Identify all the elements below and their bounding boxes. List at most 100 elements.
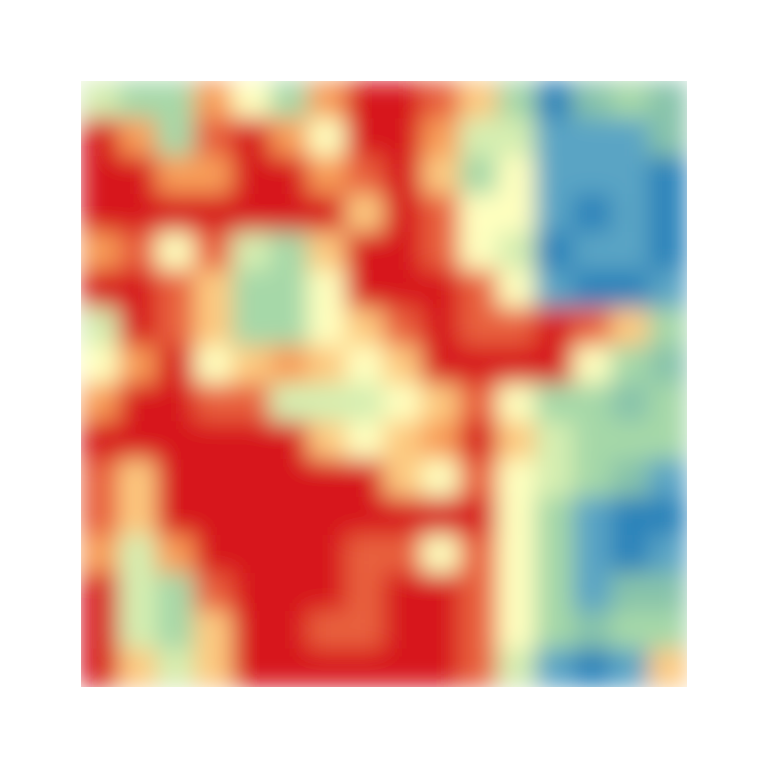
heatmap-cell [497, 232, 536, 271]
heatmap-cell [156, 421, 196, 461]
heatmap-cell [345, 81, 385, 120]
heatmap-cell [307, 269, 347, 309]
heatmap-cell [648, 118, 687, 158]
heatmap-cell [194, 81, 233, 120]
heatmap-cell [232, 383, 271, 423]
heatmap-cell [648, 307, 687, 347]
heatmap-cell [648, 156, 687, 196]
heatmap-cell [118, 572, 158, 612]
heatmap-cell [81, 269, 120, 309]
heatmap-cell [269, 459, 309, 499]
heatmap-cell [232, 269, 271, 309]
heatmap-cell [156, 307, 196, 347]
heatmap-cell [648, 572, 687, 612]
heatmap-cell [269, 610, 309, 650]
heatmap-cell [269, 156, 309, 196]
heatmap-cell [383, 497, 423, 536]
heatmap-cell [269, 383, 309, 423]
heatmap-cell [572, 497, 612, 536]
heatmap-cell [307, 81, 347, 120]
heatmap-cell [572, 345, 612, 385]
heatmap-cell [459, 497, 499, 536]
heatmap-cell [610, 307, 650, 347]
heatmap-cell [194, 535, 233, 574]
heatmap-cell [194, 421, 233, 461]
heatmap-cell [194, 118, 233, 158]
heatmap-cell [497, 383, 536, 423]
heatmap-cell [497, 194, 536, 233]
heatmap-cell [118, 459, 158, 499]
heatmap-cell [535, 156, 574, 196]
heatmap-cell [345, 345, 385, 385]
heatmap-cell [648, 232, 687, 271]
heatmap-cell [81, 535, 120, 574]
heatmap-cell [81, 459, 120, 499]
heatmap-cell [269, 572, 309, 612]
heatmap-cell [307, 118, 347, 158]
heatmap-cell [345, 610, 385, 650]
heatmap-cell [194, 497, 233, 536]
heatmap-cell [572, 421, 612, 461]
heatmap-cell [421, 497, 461, 536]
heatmap-cell [535, 118, 574, 158]
heatmap-cell [307, 307, 347, 347]
heatmap-cell [459, 232, 499, 271]
heatmap-cell [421, 345, 461, 385]
heatmap-cell [345, 269, 385, 309]
heatmap-cell [610, 497, 650, 536]
heatmap-cell [156, 648, 196, 687]
heatmap-cell [610, 81, 650, 120]
heatmap-cell [572, 459, 612, 499]
heatmap-cell [118, 610, 158, 650]
heatmap-cell [118, 194, 158, 233]
heatmap-cell [81, 232, 120, 271]
heatmap-cell [156, 269, 196, 309]
plot-area [81, 81, 687, 687]
heatmap-cell [81, 118, 120, 158]
heatmap-cell [421, 421, 461, 461]
heatmap-cell [156, 572, 196, 612]
heatmap-cell [572, 194, 612, 233]
heatmap-cell [572, 383, 612, 423]
heatmap-cell [459, 610, 499, 650]
heatmap-cell [156, 610, 196, 650]
heatmap-cell [81, 307, 120, 347]
heatmap-cell [269, 118, 309, 158]
heatmap-cell [610, 383, 650, 423]
heatmap-cell [572, 269, 612, 309]
heatmap-cell [535, 269, 574, 309]
heatmap-cell [383, 572, 423, 612]
heatmap-cell [497, 572, 536, 612]
heatmap-cell [307, 194, 347, 233]
heatmap-cell [610, 194, 650, 233]
heatmap-cell [572, 648, 612, 687]
heatmap-cell [194, 572, 233, 612]
heatmap-cell [459, 118, 499, 158]
heatmap-cell [610, 118, 650, 158]
heatmap-cell [118, 345, 158, 385]
heatmap-cell [232, 421, 271, 461]
heatmap-cell [383, 610, 423, 650]
heatmap-cell [421, 81, 461, 120]
heatmap-cell [535, 610, 574, 650]
heatmap-cell [421, 307, 461, 347]
heatmap-cell [383, 269, 423, 309]
heatmap-cell [421, 156, 461, 196]
heatmap-cell [156, 459, 196, 499]
heatmap-cell [307, 232, 347, 271]
heatmap-cell [648, 383, 687, 423]
heatmap-cell [269, 648, 309, 687]
heatmap-cell [194, 156, 233, 196]
heatmap-cell [459, 81, 499, 120]
heatmap-cell [572, 232, 612, 271]
heatmap-cell [307, 345, 347, 385]
heatmap-cell [81, 383, 120, 423]
heatmap-cell [269, 194, 309, 233]
heatmap-cell [232, 459, 271, 499]
heatmap-cell [81, 156, 120, 196]
heatmap-cell [610, 648, 650, 687]
heatmap-cell [572, 81, 612, 120]
heatmap-cell [118, 307, 158, 347]
heatmap-cell [118, 497, 158, 536]
heatmap-cell [232, 307, 271, 347]
